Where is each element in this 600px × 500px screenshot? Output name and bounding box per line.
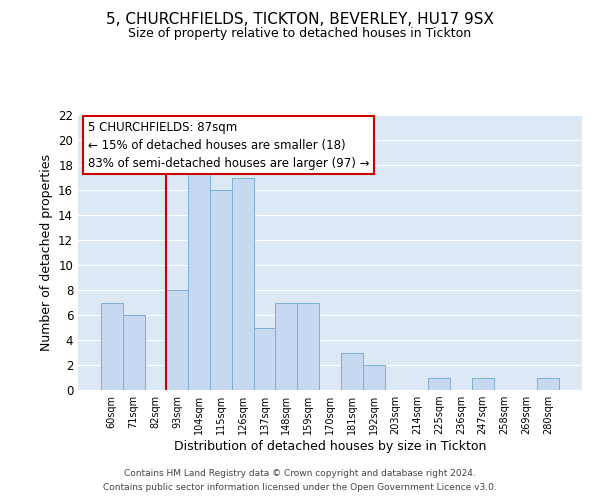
Bar [254,328,275,390]
Bar [537,378,559,390]
Bar [275,302,297,390]
Text: Contains public sector information licensed under the Open Government Licence v3: Contains public sector information licen… [103,484,497,492]
Text: 5 CHURCHFIELDS: 87sqm
← 15% of detached houses are smaller (18)
83% of semi-deta: 5 CHURCHFIELDS: 87sqm ← 15% of detached … [88,120,370,170]
Bar [166,290,188,390]
Y-axis label: Number of detached properties: Number of detached properties [40,154,53,351]
Bar [363,365,385,390]
Bar [428,378,450,390]
Bar [123,315,145,390]
Bar [101,302,123,390]
Bar [232,178,254,390]
Text: 5, CHURCHFIELDS, TICKTON, BEVERLEY, HU17 9SX: 5, CHURCHFIELDS, TICKTON, BEVERLEY, HU17… [106,12,494,28]
Text: Size of property relative to detached houses in Tickton: Size of property relative to detached ho… [128,28,472,40]
X-axis label: Distribution of detached houses by size in Tickton: Distribution of detached houses by size … [174,440,486,453]
Bar [297,302,319,390]
Bar [341,352,363,390]
Bar [472,378,494,390]
Bar [210,190,232,390]
Bar [188,165,210,390]
Text: Contains HM Land Registry data © Crown copyright and database right 2024.: Contains HM Land Registry data © Crown c… [124,468,476,477]
